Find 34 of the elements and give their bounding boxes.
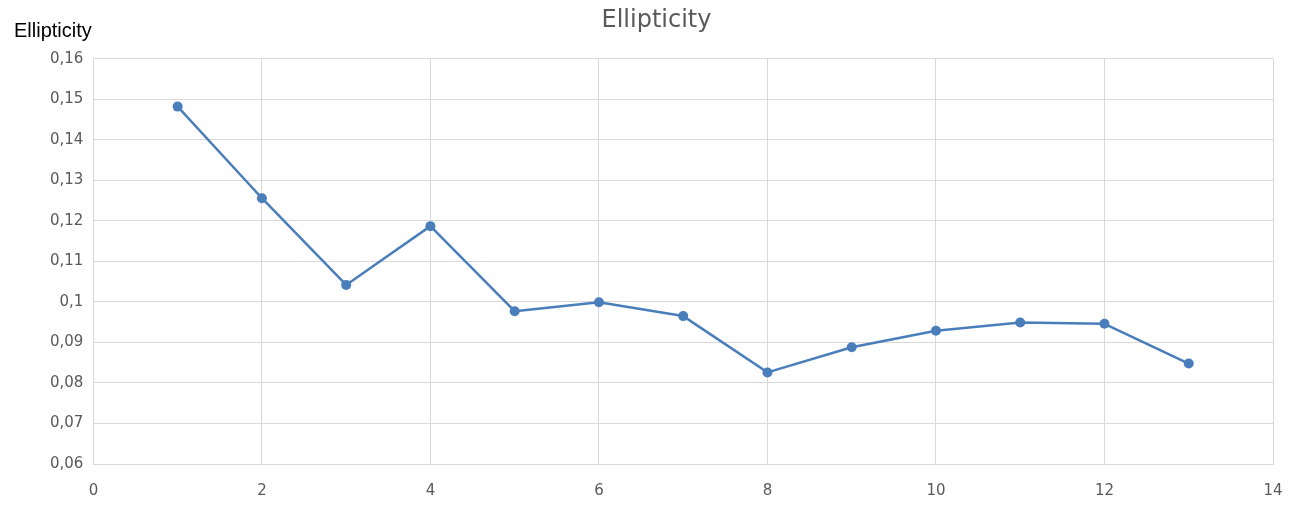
y-tick-label: 0,11 <box>49 251 84 270</box>
y-tick-label: 0,14 <box>49 129 84 148</box>
y-tick-label: 0,06 <box>49 453 84 472</box>
x-tick-label: 6 <box>594 480 604 499</box>
y-tick-label: 0,13 <box>49 170 84 189</box>
point <box>341 279 352 290</box>
point <box>256 193 267 204</box>
point <box>1015 317 1026 328</box>
x-tick-label: 2 <box>257 480 267 499</box>
x-tick-label: 0 <box>88 480 99 499</box>
y-tick-label: 0,1 <box>59 291 84 310</box>
y-tick-label: 0,12 <box>49 210 84 229</box>
x-tick-label: 10 <box>926 480 946 499</box>
x-tick-label: 4 <box>425 480 436 499</box>
point <box>846 342 857 353</box>
point <box>1183 358 1194 369</box>
point <box>1099 318 1110 329</box>
point <box>509 306 520 317</box>
point <box>762 367 773 378</box>
y-tick-label: 0,08 <box>49 372 84 391</box>
y-axis-title: Ellipticity <box>14 18 92 41</box>
point <box>593 297 604 308</box>
y-tick-label: 0,09 <box>49 332 84 351</box>
x-tick-label: 8 <box>762 480 773 499</box>
y-tick-label: 0,07 <box>49 413 84 432</box>
point <box>172 101 183 112</box>
x-tick-label: 12 <box>1094 480 1115 499</box>
y-tick-label: 0,15 <box>49 89 84 108</box>
y-tick-label: 0,16 <box>49 48 84 67</box>
chart-title: Ellipticity <box>601 4 712 33</box>
point <box>425 221 436 232</box>
x-tick-label: 14 <box>1263 480 1283 499</box>
point <box>930 325 941 336</box>
point <box>678 311 689 322</box>
